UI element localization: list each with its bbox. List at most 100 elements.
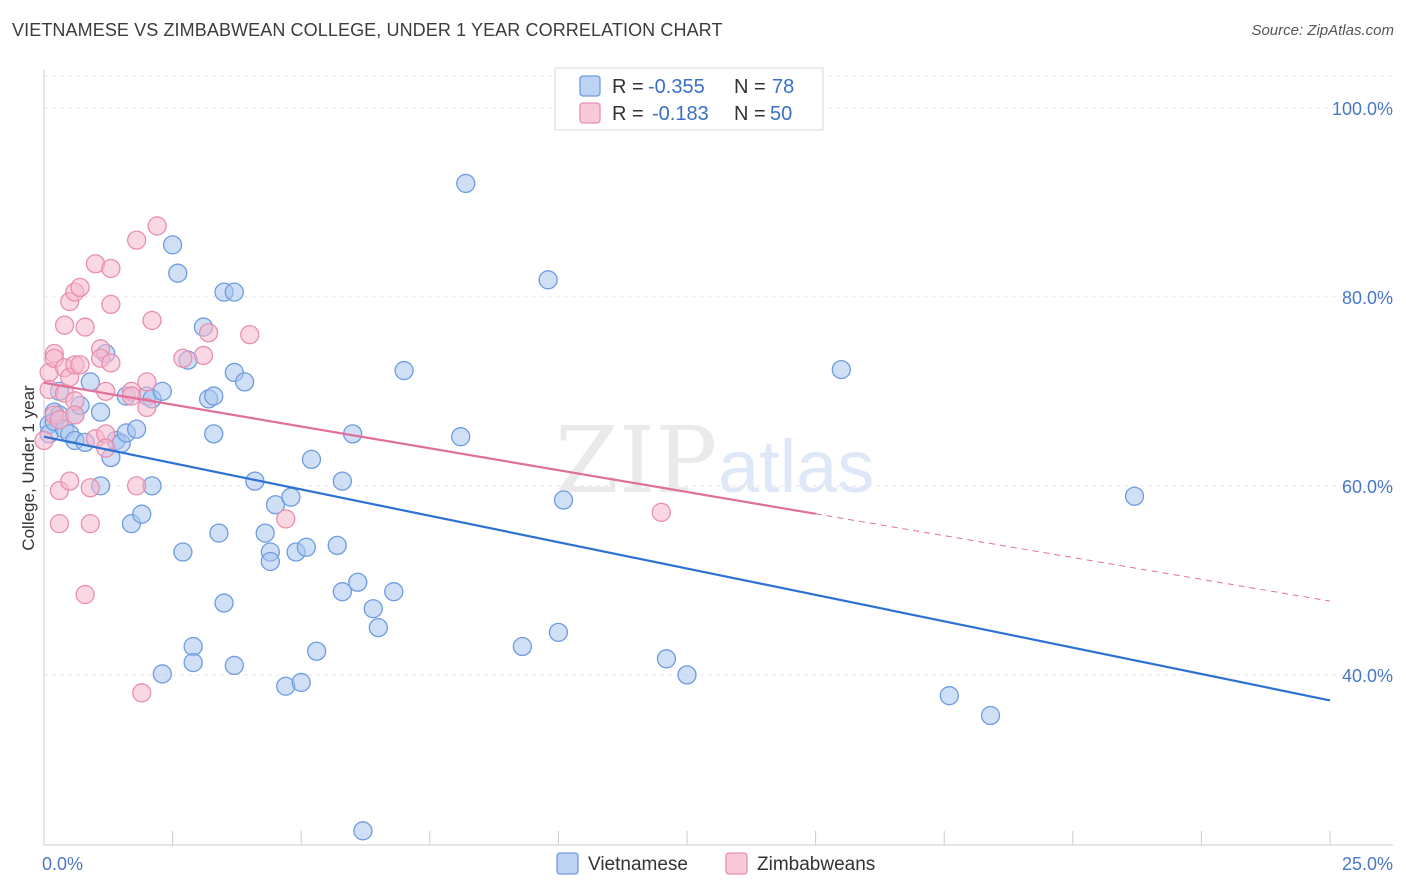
y-axis-label: College, Under 1 year [19, 385, 38, 551]
vietnamese-point [363, 599, 383, 619]
zimbabwean-point [193, 345, 214, 366]
x-tick-label-left: 0.0% [42, 854, 83, 874]
zimbabwean-point [126, 230, 147, 250]
vietnamese-point [224, 282, 244, 302]
legend-n-label: N = [734, 76, 766, 98]
vietnamese-point [281, 487, 301, 507]
zimbabwean-point [240, 324, 260, 345]
zimbabwean-point [101, 258, 121, 279]
legend: R = -0.355 N = 78 R = -0.183 N = 50 [554, 67, 824, 131]
y-tick-label: 40.0% [1342, 666, 1393, 686]
vietnamese-point [260, 551, 280, 572]
zimbabwean-point [147, 216, 167, 236]
vietnamese-trend-line [43, 435, 1331, 702]
bottom-legend: Vietnamese Zimbabweans [556, 852, 875, 875]
zimbabwean-point [60, 471, 80, 491]
vietnamese-point [265, 495, 286, 515]
vietnamese-point [234, 372, 255, 392]
vietnamese-point [353, 821, 373, 841]
legend-swatch-zimbabweans [579, 102, 601, 124]
chart-title: VIETNAMESE VS ZIMBABWEAN COLLEGE, UNDER … [12, 20, 723, 40]
vietnamese-point [939, 686, 959, 706]
zimbabwean-point [80, 514, 100, 534]
vietnamese-point [512, 636, 533, 657]
vietnamese-point [214, 593, 234, 613]
vietnamese-point [132, 504, 152, 524]
zimbabwean-point [198, 323, 219, 343]
vietnamese-point [152, 664, 172, 684]
vietnamese-point [183, 636, 203, 657]
bottom-legend-swatch-vietnamese [556, 852, 579, 875]
vietnamese-point [348, 572, 368, 592]
vietnamese-point [255, 523, 275, 543]
vietnamese-point [553, 490, 574, 510]
zimbabwean-point [137, 397, 157, 418]
legend-r-value: -0.183 [652, 103, 709, 125]
zimbabwean-point [101, 294, 121, 315]
data-points [34, 173, 1145, 841]
zimbabwean-point [132, 683, 152, 703]
x-tick-label-right: 25.0% [1342, 854, 1393, 874]
zimbabwean-point [70, 277, 90, 298]
vietnamese-point [677, 665, 697, 685]
source-label: Source: ZipAtlas.com [1251, 22, 1394, 39]
legend-n-value: 50 [770, 103, 792, 125]
vietnamese-point [90, 402, 111, 422]
zimbabwean-trend-extension [815, 513, 1331, 602]
zimbabwean-point [65, 405, 85, 425]
y-tick-label: 80.0% [1342, 288, 1393, 308]
vietnamese-point [301, 449, 322, 470]
vietnamese-point [332, 582, 353, 602]
vietnamese-point [384, 582, 404, 602]
axes [43, 70, 1393, 846]
legend-swatch-vietnamese [579, 75, 601, 97]
watermark-zip: ZIP [555, 407, 717, 514]
zimbabwean-point [173, 348, 193, 368]
vietnamese-point [209, 523, 229, 543]
vietnamese-point [80, 372, 100, 392]
vietnamese-point [451, 427, 471, 447]
vietnamese-point [204, 424, 224, 444]
zimbabwean-point [75, 317, 95, 337]
bottom-legend-zimbabweans: Zimbabweans [757, 854, 875, 875]
legend-n-value: 78 [772, 76, 794, 98]
vietnamese-point [168, 263, 188, 283]
vietnamese-point [394, 360, 414, 381]
tick-labels: 40.0% 60.0% 80.0% 100.0% 0.0% 25.0% [42, 99, 1393, 874]
trend-lines [43, 381, 1331, 702]
watermark: ZIP atlas [555, 407, 874, 514]
vietnamese-point [162, 235, 183, 255]
zimbabwean-point [49, 514, 70, 534]
legend-n-label: N = [734, 103, 766, 125]
vietnamese-point [126, 419, 147, 439]
vietnamese-point [368, 617, 389, 638]
watermark-atlas: atlas [718, 425, 874, 508]
zimbabwean-point [276, 509, 296, 529]
zimbabwean-point [126, 476, 147, 496]
vietnamese-point [183, 652, 203, 673]
vietnamese-point [1124, 486, 1145, 506]
vietnamese-point [980, 705, 1001, 726]
zimbabwean-point [651, 502, 671, 522]
zimbabwean-point [34, 430, 54, 451]
bottom-legend-swatch-zimbabweans [725, 852, 748, 875]
zimbabwean-trend-line [43, 381, 816, 515]
vietnamese-point [538, 270, 558, 290]
vietnamese-point [656, 649, 677, 669]
vietnamese-point [173, 542, 193, 562]
zimbabwean-point [142, 310, 162, 331]
zimbabwean-point [54, 315, 75, 335]
y-tick-label: 100.0% [1332, 99, 1393, 119]
legend-r-value: -0.355 [648, 76, 705, 98]
zimbabwean-point [80, 478, 100, 498]
vietnamese-point [224, 655, 244, 676]
vietnamese-point [204, 386, 224, 406]
vietnamese-point [306, 641, 327, 661]
legend-r-label: R = [612, 76, 644, 98]
legend-r-label: R = [612, 103, 644, 125]
bottom-legend-vietnamese: Vietnamese [588, 854, 688, 875]
vietnamese-point [152, 381, 172, 401]
vietnamese-point [456, 173, 476, 194]
vietnamese-point [548, 622, 569, 642]
